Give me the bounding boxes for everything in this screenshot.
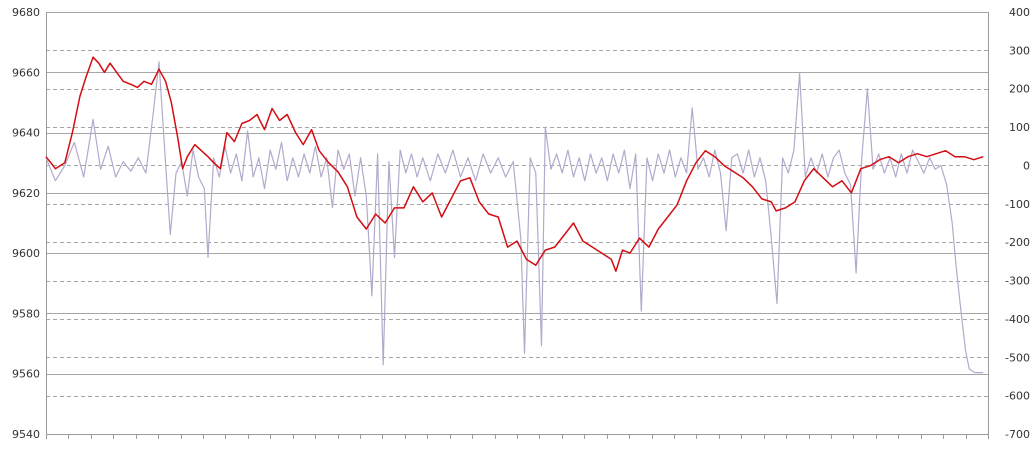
right-y-axis-tick-labels: -700 -600 -500 -400 -300 -200 -100 0 100 200 300 40… <box>1005 6 1030 441</box>
series-lines <box>45 56 984 374</box>
right-y-tick-label: -600 <box>1005 390 1030 403</box>
series-line-left-axis <box>45 56 984 272</box>
left-y-tick-label: 9620 <box>12 187 40 200</box>
left-y-tick-label: 9560 <box>12 368 40 381</box>
right-y-tick-label: -500 <box>1005 351 1030 364</box>
right-y-tick-label: 100 <box>1009 121 1030 134</box>
right-y-tick-label: -300 <box>1005 275 1030 288</box>
right-y-tick-label: -100 <box>1005 198 1030 211</box>
left-y-tick-label: 9540 <box>12 428 40 441</box>
left-y-tick-label: 9580 <box>12 307 40 320</box>
right-y-tick-label: -200 <box>1005 236 1030 249</box>
left-y-tick-label: 9640 <box>12 127 40 140</box>
axes <box>46 12 989 439</box>
gridlines <box>46 12 988 435</box>
left-y-axis-tick-labels: 9540 9560 9580 9600 9620 9640 9660 9680 <box>12 6 40 441</box>
left-y-tick-label: 9680 <box>12 6 40 19</box>
right-y-tick-label: -400 <box>1005 313 1030 326</box>
right-y-tick-label: -700 <box>1005 428 1030 441</box>
left-y-tick-label: 9660 <box>12 66 40 79</box>
right-y-tick-label: 400 <box>1009 6 1030 19</box>
series-line-right-axis <box>45 61 984 374</box>
right-y-tick-label: 200 <box>1009 83 1030 96</box>
right-y-tick-label: 300 <box>1009 44 1030 57</box>
right-y-tick-label: 0 <box>1023 159 1030 172</box>
left-y-tick-label: 9600 <box>12 247 40 260</box>
